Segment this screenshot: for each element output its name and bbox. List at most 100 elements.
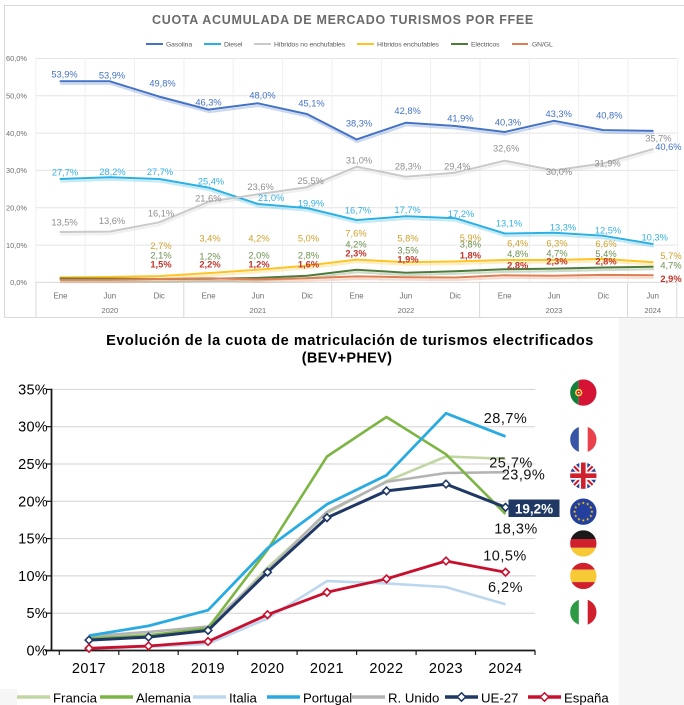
svg-text:15%: 15% [18, 532, 48, 548]
svg-text:35,7%: 35,7% [645, 134, 671, 144]
svg-text:UE-27: UE-27 [481, 691, 518, 705]
svg-text:3,5%: 3,5% [397, 246, 418, 256]
svg-text:49,8%: 49,8% [149, 79, 175, 89]
svg-text:5,7%: 5,7% [660, 251, 681, 261]
svg-text:Híbridos no enchufables: Híbridos no enchufables [274, 41, 346, 48]
svg-text:2023: 2023 [429, 661, 463, 677]
svg-text:5,0%: 5,0% [298, 233, 319, 243]
svg-text:3,8%: 3,8% [460, 240, 481, 250]
svg-text:31,9%: 31,9% [594, 159, 620, 169]
svg-text:10,3%: 10,3% [642, 233, 668, 243]
svg-text:2,1%: 2,1% [150, 251, 171, 261]
svg-text:2022: 2022 [398, 306, 415, 315]
svg-text:4,7%: 4,7% [546, 249, 567, 259]
svg-text:2,3%: 2,3% [345, 249, 367, 259]
svg-text:Francia: Francia [53, 691, 98, 705]
svg-text:12,5%: 12,5% [595, 226, 621, 236]
svg-text:Dic: Dic [598, 292, 609, 301]
svg-text:28,2%: 28,2% [99, 167, 125, 177]
svg-text:Jun: Jun [400, 292, 413, 301]
svg-text:28,7%: 28,7% [484, 411, 528, 427]
svg-text:2018: 2018 [131, 661, 165, 677]
svg-text:5,9%: 5,9% [460, 233, 481, 243]
svg-text:7,6%: 7,6% [345, 228, 366, 238]
svg-text:30,0%: 30,0% [6, 166, 27, 175]
svg-text:43,3%: 43,3% [546, 109, 572, 119]
svg-text:R. Unido: R. Unido [388, 691, 439, 705]
svg-text:10,5%: 10,5% [483, 548, 527, 564]
svg-text:Jun: Jun [548, 292, 561, 301]
svg-text:Diesel: Diesel [224, 41, 243, 48]
svg-text:32,6%: 32,6% [493, 144, 519, 154]
svg-text:Ene: Ene [498, 292, 512, 301]
svg-text:2022: 2022 [369, 661, 403, 677]
svg-text:CUOTA ACUMULADA DE MERCADO TUR: CUOTA ACUMULADA DE MERCADO TURISMOS POR … [152, 13, 534, 27]
svg-text:2021: 2021 [310, 661, 344, 677]
svg-text:Híbridos enchufables: Híbridos enchufables [377, 41, 440, 48]
svg-text:España: España [564, 691, 609, 705]
svg-text:19,9%: 19,9% [298, 198, 324, 208]
svg-text:0,0%: 0,0% [10, 278, 27, 287]
svg-text:38,3%: 38,3% [346, 119, 372, 129]
svg-text:18,3%: 18,3% [494, 521, 538, 537]
svg-text:2,3%: 2,3% [546, 256, 568, 266]
svg-text:0%: 0% [26, 644, 48, 660]
svg-text:16,1%: 16,1% [148, 209, 174, 219]
svg-text:2,0%: 2,0% [248, 250, 269, 260]
svg-text:Dic: Dic [450, 292, 461, 301]
svg-text:25,7%: 25,7% [489, 455, 533, 471]
svg-text:21,6%: 21,6% [195, 194, 221, 204]
svg-text:23,6%: 23,6% [247, 182, 273, 192]
svg-text:Ene: Ene [350, 292, 364, 301]
svg-text:Ene: Ene [54, 292, 68, 301]
svg-text:1,2%: 1,2% [199, 251, 220, 261]
svg-text:16,7%: 16,7% [345, 206, 371, 216]
svg-text:Dic: Dic [154, 292, 165, 301]
svg-text:Evolución de la cuota de matri: Evolución de la cuota de matriculación d… [106, 333, 594, 349]
svg-text:Italia: Italia [229, 691, 258, 705]
svg-text:40,6%: 40,6% [655, 142, 681, 152]
svg-text:21,0%: 21,0% [258, 193, 284, 203]
svg-text:5,4%: 5,4% [595, 249, 616, 259]
svg-text:40,3%: 40,3% [495, 118, 521, 128]
svg-text:13,5%: 13,5% [51, 218, 77, 228]
svg-text:40,0%: 40,0% [6, 129, 27, 138]
svg-text:(BEV+PHEV): (BEV+PHEV) [302, 351, 392, 367]
svg-text:6,6%: 6,6% [595, 239, 616, 249]
svg-text:29,4%: 29,4% [444, 161, 470, 171]
svg-text:Gasolina: Gasolina [166, 41, 192, 48]
svg-text:GN/GL: GN/GL [532, 41, 553, 48]
svg-text:4,2%: 4,2% [345, 240, 366, 250]
svg-text:25,4%: 25,4% [198, 176, 224, 186]
svg-text:1,6%: 1,6% [298, 260, 320, 270]
svg-text:10%: 10% [18, 569, 48, 585]
svg-text:2020: 2020 [102, 306, 119, 315]
svg-text:2,7%: 2,7% [150, 241, 171, 251]
svg-text:Dic: Dic [302, 292, 313, 301]
svg-text:2,9%: 2,9% [660, 274, 682, 284]
svg-text:17,2%: 17,2% [448, 209, 474, 219]
svg-text:20%: 20% [18, 494, 48, 510]
svg-text:23,9%: 23,9% [502, 467, 546, 483]
svg-text:Alemania: Alemania [136, 691, 192, 705]
svg-text:25%: 25% [18, 457, 48, 473]
svg-text:41,9%: 41,9% [447, 113, 473, 123]
svg-text:53,9%: 53,9% [99, 71, 125, 81]
svg-text:13,6%: 13,6% [99, 216, 125, 226]
svg-text:4,8%: 4,8% [507, 249, 528, 259]
svg-text:27,7%: 27,7% [147, 167, 173, 177]
svg-text:4,2%: 4,2% [248, 233, 269, 243]
svg-text:6,2%: 6,2% [488, 580, 523, 596]
svg-text:2,8%: 2,8% [595, 257, 617, 267]
svg-text:30%: 30% [18, 420, 48, 436]
svg-text:Portugal: Portugal [303, 691, 352, 705]
svg-text:2019: 2019 [191, 661, 225, 677]
svg-text:25,5%: 25,5% [297, 176, 323, 186]
svg-text:35%: 35% [18, 382, 48, 398]
svg-text:13,1%: 13,1% [496, 218, 522, 228]
svg-text:1,5%: 1,5% [150, 260, 172, 270]
svg-text:2017: 2017 [72, 661, 106, 677]
svg-text:Jun: Jun [104, 292, 117, 301]
svg-text:Jun: Jun [252, 292, 265, 301]
svg-text:2,2%: 2,2% [199, 260, 221, 270]
